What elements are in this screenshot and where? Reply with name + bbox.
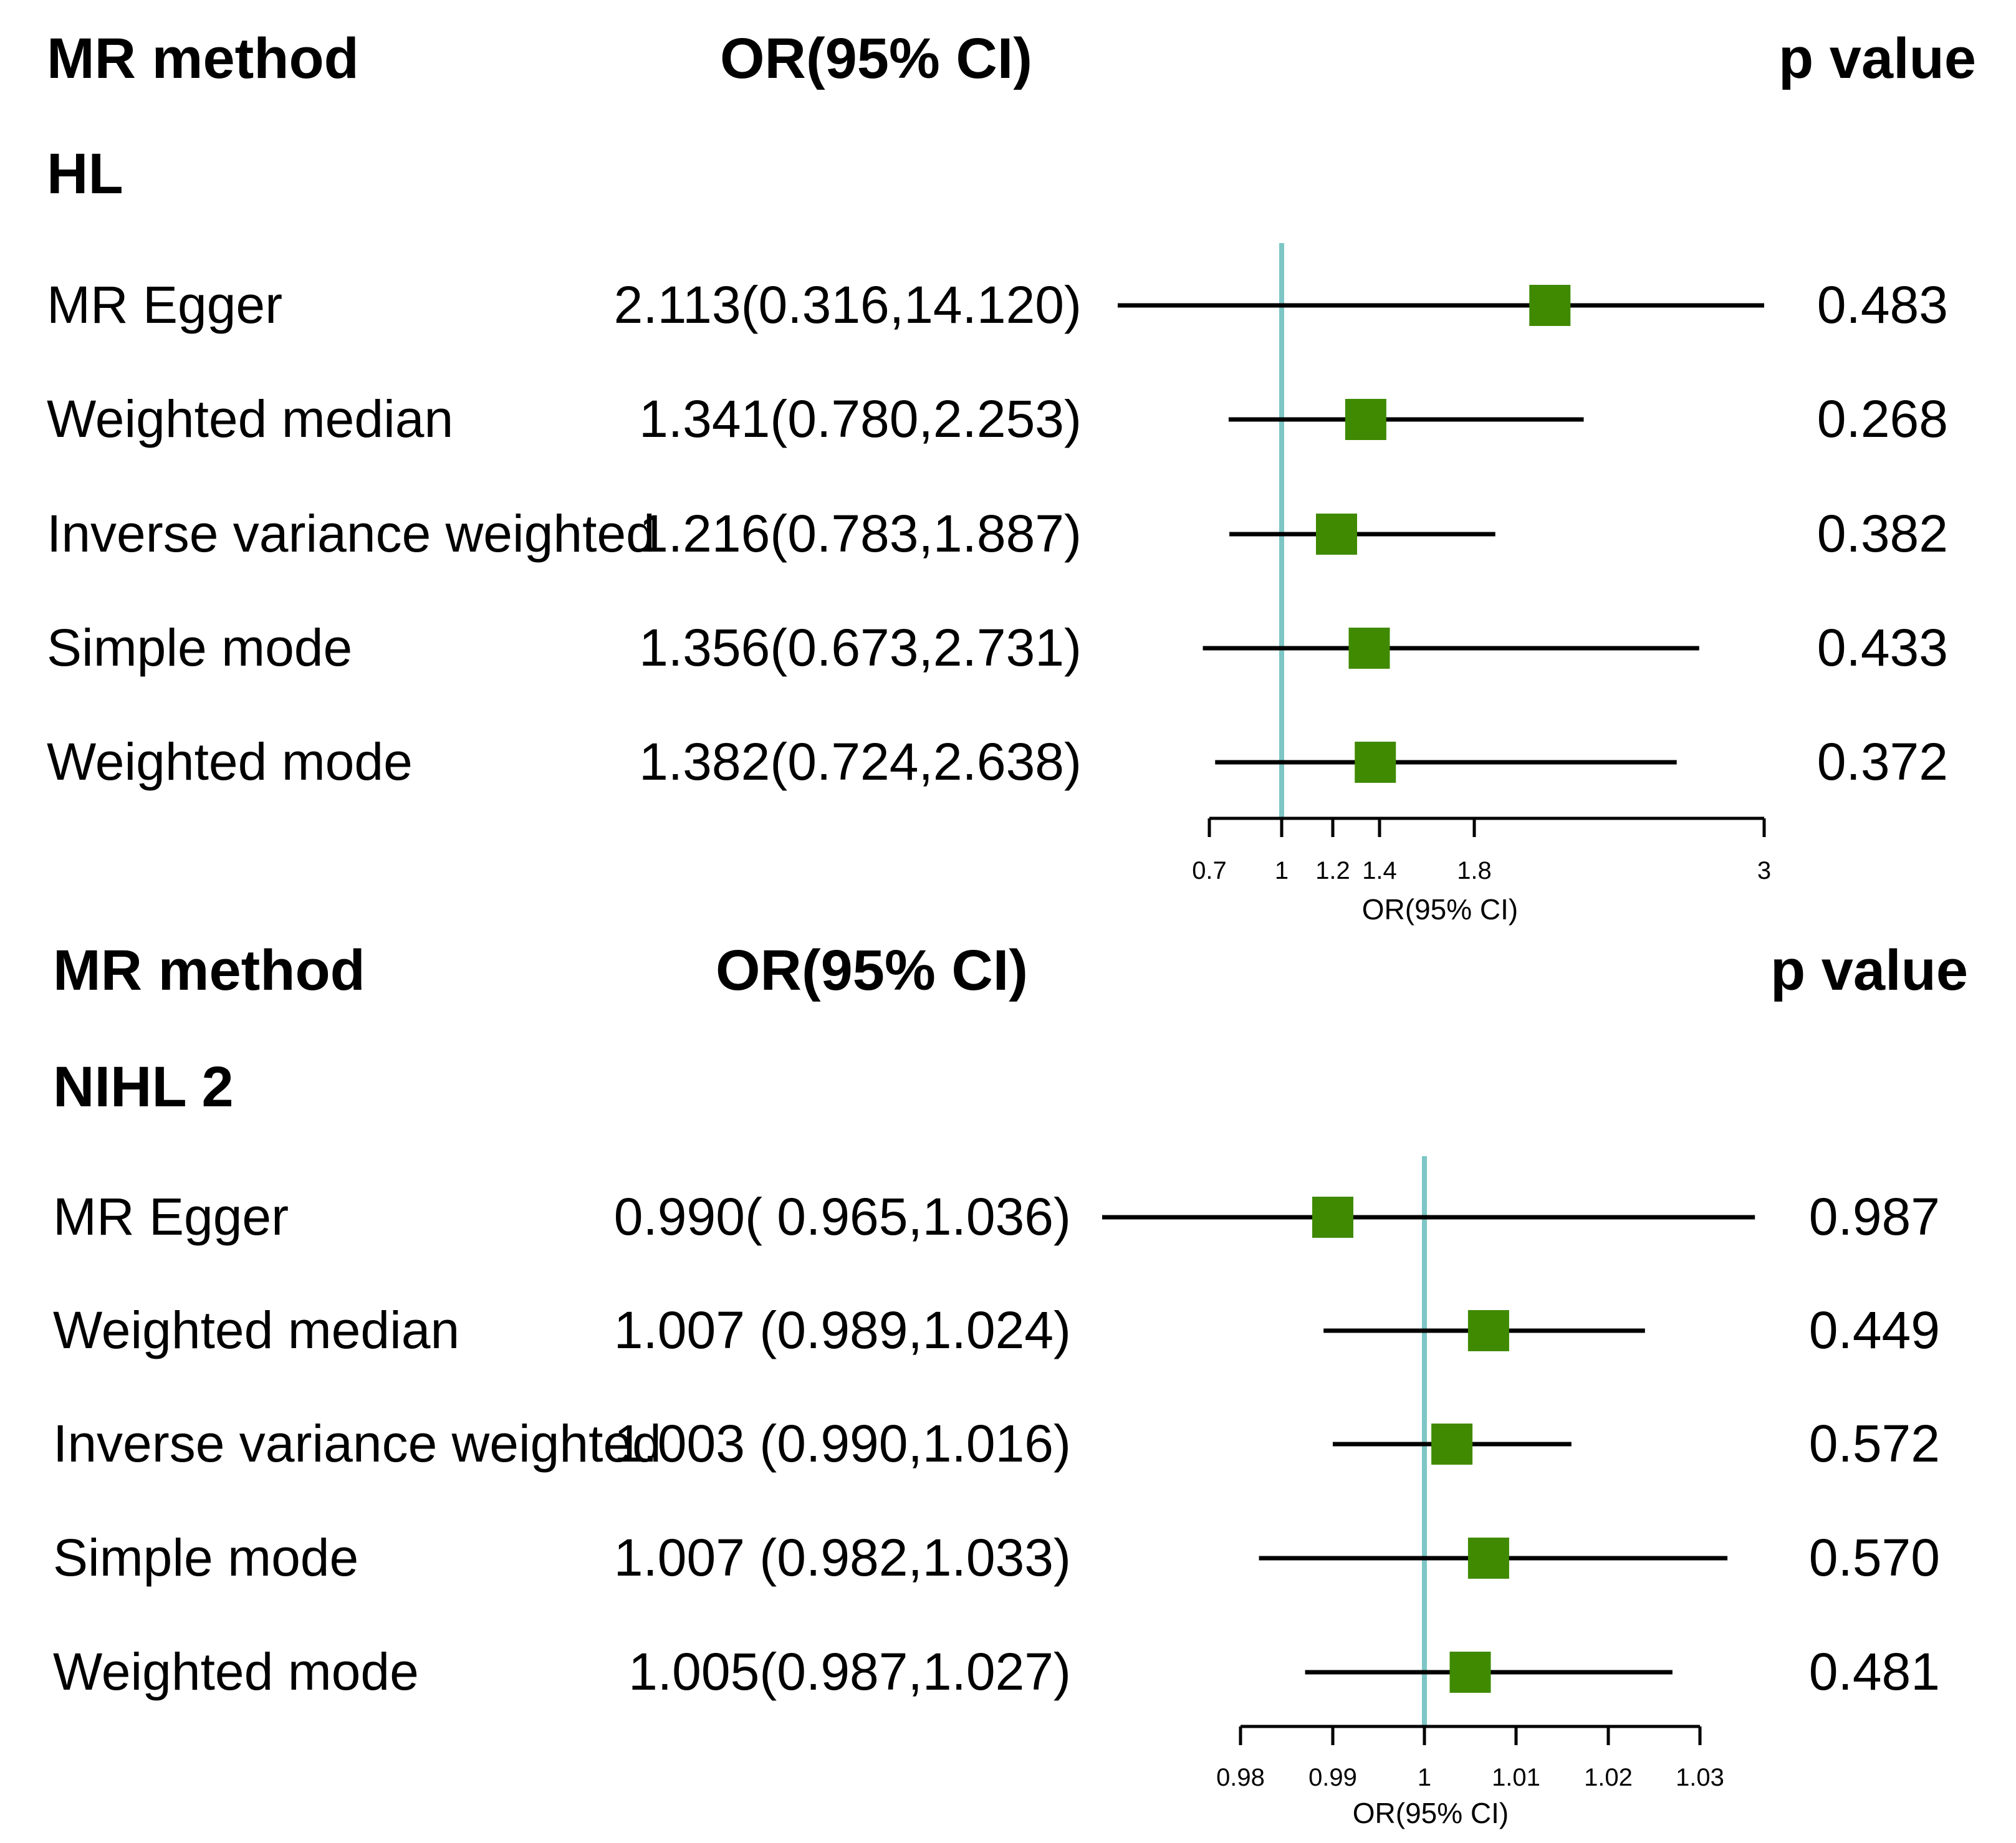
panel1-row0-method: MR Egger <box>53 1187 289 1246</box>
panel0-header-method: MR method <box>47 27 359 90</box>
panel0-x-tick-label-5: 3 <box>1757 857 1771 884</box>
panel0-row3-or-text: 1.356(0.673,2.731) <box>639 618 1082 677</box>
panel1-row4-point-marker <box>1449 1652 1491 1693</box>
panel1-row3-pvalue: 0.570 <box>1809 1528 1940 1587</box>
panel1-row4-or-text: 1.005(0.987,1.027) <box>628 1642 1071 1701</box>
panel1-row1-point-marker <box>1467 1310 1509 1351</box>
panel1-row2-method: Inverse variance weighted <box>53 1414 661 1473</box>
panel0-row2-pvalue: 0.382 <box>1817 504 1948 563</box>
panel0-row4-or-text: 1.382(0.724,2.638) <box>639 732 1082 791</box>
panel0-row0-method: MR Egger <box>47 275 282 334</box>
panel1-row1-pvalue: 0.449 <box>1809 1301 1940 1359</box>
panel0-x-tick-label-4: 1.8 <box>1457 857 1492 884</box>
panel1-row0-point-marker <box>1312 1197 1353 1238</box>
panel0-row0-or-text: 2.113(0.316,14.120) <box>614 275 1082 334</box>
panel0-row1-point-marker <box>1345 399 1386 440</box>
panel0-x-axis-label: OR(95% CI) <box>1362 893 1518 926</box>
panel0-row0-point-marker <box>1529 285 1571 326</box>
panel0-header-estimate: OR(95% CI) <box>720 27 1032 90</box>
panel1-x-tick-label-0: 0.98 <box>1216 1764 1265 1791</box>
panel0-row1-method: Weighted median <box>47 390 453 448</box>
panel0-row4-point-marker <box>1355 742 1396 783</box>
panel0-group-label: HL <box>47 142 123 206</box>
panel0-row4-method: Weighted mode <box>47 732 413 791</box>
panel1-row1-or-text: 1.007 (0.989,1.024) <box>614 1301 1071 1359</box>
panel0-x-tick-label-3: 1.4 <box>1362 857 1397 884</box>
panel0-row3-method: Simple mode <box>47 618 352 677</box>
panel1-x-tick-label-2: 1 <box>1418 1764 1431 1791</box>
panel1-group-label: NIHL 2 <box>53 1055 234 1119</box>
panel0-row3-point-marker <box>1348 628 1390 669</box>
panel1-header-pvalue: p value <box>1770 939 1968 1002</box>
panel0-row4-pvalue: 0.372 <box>1817 732 1948 791</box>
panel1-row4-pvalue: 0.481 <box>1809 1642 1940 1701</box>
panel1-x-axis-label: OR(95% CI) <box>1353 1797 1509 1829</box>
panel0-x-tick-label-0: 0.7 <box>1192 857 1227 884</box>
panel1-row0-pvalue: 0.987 <box>1809 1187 1940 1246</box>
panel1-row4-method: Weighted mode <box>53 1642 419 1701</box>
panel1-row3-or-text: 1.007 (0.982,1.033) <box>614 1528 1071 1587</box>
panel1-row2-or-text: 1.003 (0.990,1.016) <box>614 1414 1071 1473</box>
panel0-row2-or-text: 1.216(0.783,1.887) <box>639 504 1082 563</box>
panel1-header-method: MR method <box>53 939 365 1002</box>
panel1-row1-method: Weighted median <box>53 1301 459 1359</box>
panel1-x-tick-label-3: 1.01 <box>1492 1764 1540 1791</box>
panel1-x-tick-label-1: 0.99 <box>1308 1764 1357 1791</box>
panel1-row0-or-text: 0.990( 0.965,1.036) <box>614 1187 1071 1246</box>
panel1-x-tick-label-5: 1.03 <box>1676 1764 1724 1791</box>
panel0-row2-point-marker <box>1316 514 1357 555</box>
panel0-row1-or-text: 1.341(0.780,2.253) <box>639 390 1082 448</box>
panel0-header-pvalue: p value <box>1778 27 1976 90</box>
panel0-x-tick-label-2: 1.2 <box>1315 857 1350 884</box>
panel1-row2-pvalue: 0.572 <box>1809 1414 1940 1473</box>
panel0-row0-pvalue: 0.483 <box>1817 275 1948 334</box>
panel1-row3-point-marker <box>1467 1538 1509 1579</box>
panel1-x-tick-label-4: 1.02 <box>1584 1764 1633 1791</box>
panel1-header-estimate: OR(95% CI) <box>716 939 1028 1002</box>
panel1-row3-method: Simple mode <box>53 1528 358 1587</box>
panel0-row1-pvalue: 0.268 <box>1817 390 1948 448</box>
panel0-x-tick-label-1: 1 <box>1275 857 1289 884</box>
panel0-row2-method: Inverse variance weighted <box>47 504 655 563</box>
panel1-row2-point-marker <box>1431 1424 1473 1465</box>
panel0-row3-pvalue: 0.433 <box>1817 618 1948 677</box>
